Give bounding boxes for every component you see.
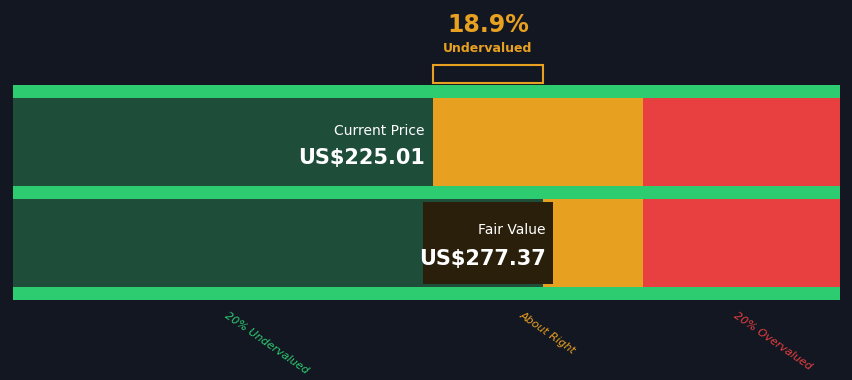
Bar bbox=[13, 186, 839, 199]
Bar bbox=[13, 85, 839, 98]
Text: 20% Undervalued: 20% Undervalued bbox=[222, 310, 310, 375]
Bar bbox=[13, 287, 839, 300]
Bar bbox=[13, 199, 543, 287]
Text: Current Price: Current Price bbox=[334, 124, 424, 138]
Bar bbox=[642, 85, 839, 300]
Text: Fair Value: Fair Value bbox=[478, 223, 545, 237]
Text: 18.9%: 18.9% bbox=[446, 13, 528, 37]
Bar bbox=[13, 85, 433, 300]
Text: US$225.01: US$225.01 bbox=[298, 148, 424, 168]
Text: About Right: About Right bbox=[517, 310, 577, 356]
Bar bbox=[320, 112, 437, 175]
Text: 20% Overvalued: 20% Overvalued bbox=[731, 310, 812, 372]
Bar bbox=[433, 85, 642, 300]
Bar bbox=[13, 98, 433, 186]
Bar bbox=[423, 202, 552, 284]
Text: US$277.37: US$277.37 bbox=[419, 249, 545, 269]
Text: Undervalued: Undervalued bbox=[443, 41, 532, 54]
Bar bbox=[433, 65, 543, 83]
